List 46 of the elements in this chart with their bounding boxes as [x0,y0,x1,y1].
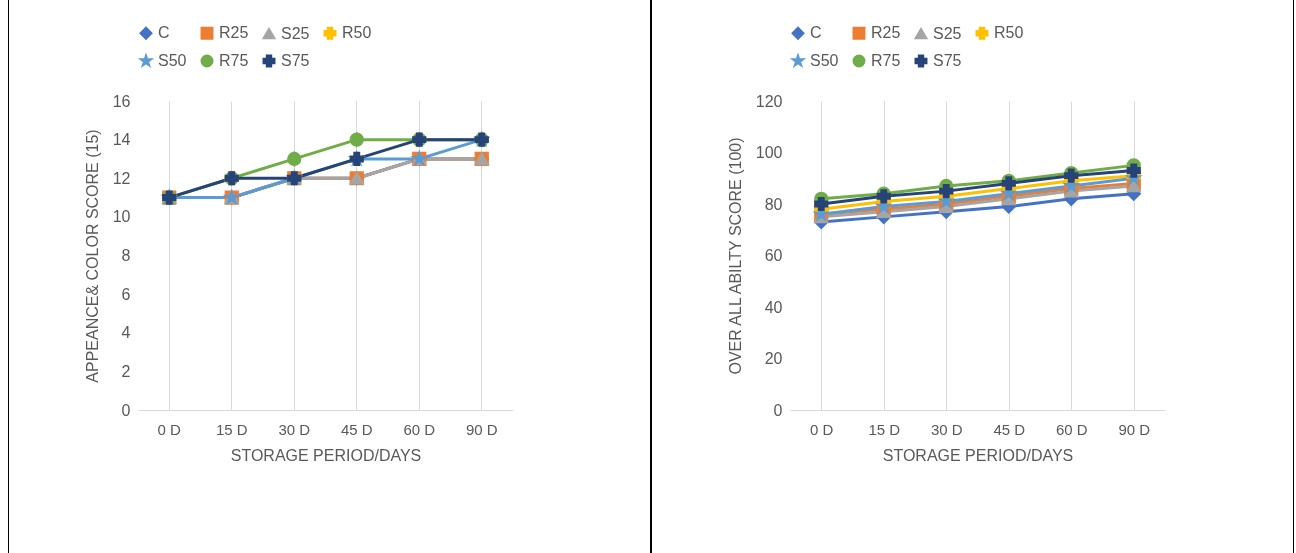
y-tick-label: 4 [121,324,131,342]
y-tick-label: 0 [121,401,131,419]
y-tick-label: 0 [773,401,783,419]
legend-label: R75 [871,52,901,69]
x-tick-label: 90 D [465,420,498,438]
legend-label: S50 [810,52,839,69]
x-tick-label: 0 D [810,420,834,438]
x-tick-label: 30 D [930,420,963,438]
legend-label: R75 [219,52,249,69]
x-tick-label: 0 D [157,420,182,438]
legend-label: S25 [281,24,310,42]
y-tick-label: 120 [755,92,783,110]
y-tick-label: 80 [764,195,783,213]
x-tick-label: 60 D [1055,420,1088,438]
legend-label: C [158,24,170,42]
y-tick-label: 40 [764,298,783,316]
legend-label: S50 [158,52,187,69]
y-tick-label: 2 [121,362,131,380]
y-tick-label: 100 [755,144,783,161]
x-tick-label: 60 D [403,420,436,438]
legend-label: R50 [994,24,1024,42]
y-tick-label: 60 [764,247,783,264]
y-axis-title: OVER ALL ABILTY SCORE (100) [726,137,744,375]
y-tick-label: 8 [121,247,131,264]
legend-label: R50 [342,24,372,42]
x-tick-label: 90 D [1118,420,1151,438]
legend-label: S25 [933,24,962,42]
x-tick-label: 15 D [215,420,248,438]
x-tick-label: 45 D [993,420,1026,438]
legend-label: C [810,24,822,42]
legend-label: S75 [933,52,962,69]
x-tick-label: 15 D [868,420,901,438]
legend-label: S75 [281,52,310,69]
legend-label: R25 [871,24,901,42]
y-tick-label: 20 [764,350,783,367]
x-tick-label: 45 D [340,420,373,438]
x-tick-label: 30 D [278,420,311,438]
x-axis-title: STORAGE PERIOD/DAYS [882,446,1074,464]
y-tick-label: 10 [112,208,131,226]
legend-label: R25 [219,24,249,42]
y-axis-title: APPEANCE& COLOR SCORE (15) [83,129,101,383]
y-tick-label: 14 [112,131,131,149]
y-tick-label: 16 [112,92,131,110]
y-tick-label: 12 [112,169,131,187]
x-axis-title: STORAGE PERIOD/DAYS [230,446,422,464]
y-tick-label: 6 [121,285,131,303]
